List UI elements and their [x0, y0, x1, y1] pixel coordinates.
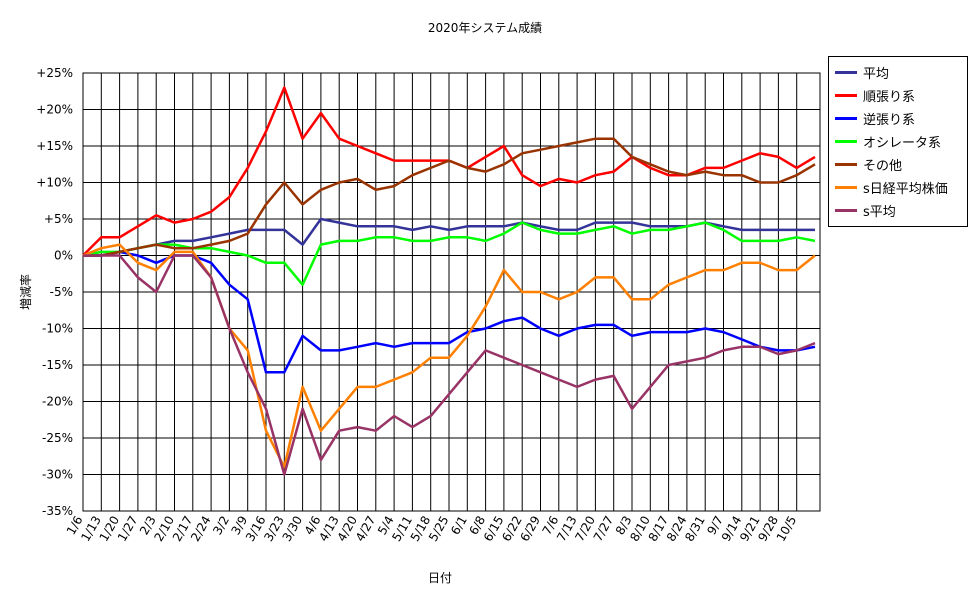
y-tick-label: 0% — [54, 249, 73, 263]
y-tick-label: -20% — [42, 395, 73, 409]
x-tick-label: 10/5 — [774, 514, 800, 544]
legend-swatch — [835, 117, 857, 120]
y-axis-label: 増減率 — [18, 274, 33, 310]
legend-label: 平均 — [863, 67, 890, 82]
legend-label: s日経平均株価 — [863, 182, 948, 197]
legend-item: s日経平均株価 — [829, 176, 967, 199]
series-line — [83, 254, 816, 476]
x-tick-label: 3/30 — [280, 514, 306, 544]
legend-item: 平均 — [829, 61, 967, 84]
series-line — [83, 250, 816, 374]
y-tick-label: +25% — [36, 66, 73, 80]
legend-item: 逆張り系 — [829, 107, 967, 130]
legend-swatch — [835, 163, 857, 166]
legend-item: s平均 — [829, 199, 967, 222]
x-tick-label: 6/1 — [448, 514, 470, 538]
legend-label: その他 — [863, 159, 903, 174]
legend-label: 逆張り系 — [863, 113, 916, 128]
legend-swatch — [835, 94, 857, 97]
legend-swatch — [835, 71, 857, 74]
legend-label: オシレータ系 — [863, 136, 942, 151]
x-tick-label: 7/27 — [591, 514, 617, 544]
x-tick-label: 4/27 — [353, 514, 379, 544]
y-tick-label: +20% — [36, 103, 73, 117]
y-tick-label: -10% — [42, 322, 73, 336]
y-tick-label: -5% — [50, 285, 73, 299]
series-line — [83, 137, 816, 257]
legend: 平均順張り系逆張り系オシレータ系 その他 s日経平均株価 s平均 — [828, 56, 968, 227]
x-tick-label: 8/31 — [682, 514, 708, 544]
y-tick-label: -15% — [42, 358, 73, 372]
y-tick-label: +10% — [36, 176, 73, 190]
legend-label: 順張り系 — [863, 90, 916, 105]
series-line — [82, 221, 816, 286]
legend-swatch — [835, 209, 857, 212]
y-tick-label: +15% — [36, 139, 73, 153]
y-tick-label: +5% — [44, 212, 73, 226]
x-tick-label: 2/24 — [188, 514, 214, 544]
x-tick-label: 6/29 — [517, 514, 543, 544]
legend-item: その他 — [829, 153, 967, 176]
y-tick-label: -35% — [42, 504, 73, 518]
x-tick-label: 5/25 — [426, 514, 452, 544]
legend-swatch — [835, 186, 857, 189]
legend-item: 順張り系 — [829, 84, 967, 107]
legend-label: s平均 — [863, 205, 896, 220]
y-tick-label: -25% — [42, 431, 73, 445]
x-tick-label: 1/27 — [115, 514, 141, 544]
x-axis-label: 日付 — [428, 571, 452, 585]
plot-border — [82, 72, 821, 512]
chart-title: 2020年システム成績 — [428, 21, 542, 35]
y-tick-label: -30% — [42, 468, 73, 482]
x-tick-label: 3/2 — [210, 514, 232, 538]
legend-swatch — [835, 140, 857, 143]
legend-item: オシレータ系 — [829, 130, 967, 153]
